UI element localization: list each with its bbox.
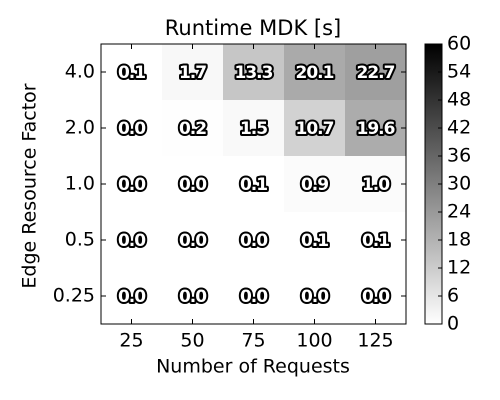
heatmap-cell	[223, 268, 285, 325]
colorbar-tick-label: 6	[447, 285, 459, 307]
cell-label: 0.0	[118, 231, 146, 251]
heatmap-cell	[284, 268, 346, 325]
cell-label: 10.7	[296, 119, 334, 139]
x-tick-label: 50	[180, 330, 204, 352]
cell-label: 0.0	[240, 287, 268, 307]
cell-label: 1.5	[240, 119, 267, 139]
cell-label: 0.1	[362, 231, 389, 251]
heatmap-cell	[101, 44, 163, 101]
heatmap-cell	[223, 156, 285, 213]
cell-label: 19.6	[357, 119, 395, 139]
cell-label: 0.0	[240, 231, 268, 251]
cell-label: 0.0	[362, 287, 390, 307]
heatmap-cell	[284, 156, 346, 213]
cell-label: 0.1	[301, 231, 328, 251]
heatmap-cell	[223, 212, 285, 269]
x-tick-label: 100	[296, 330, 332, 352]
heatmap-cell	[223, 44, 285, 101]
cell-label: 22.7	[357, 63, 395, 83]
heatmap-cell	[345, 44, 407, 101]
colorbar-tick-label: 54	[447, 61, 471, 83]
cell-label: 0.0	[118, 175, 146, 195]
cell-label: 0.0	[301, 287, 329, 307]
y-tick-label: 1.0	[65, 173, 95, 195]
chart-title: Runtime MDK [s]	[165, 16, 341, 40]
heatmap-cell	[345, 156, 407, 213]
colorbar-tick-label: 30	[447, 173, 471, 195]
colorbar-tick-label: 48	[447, 89, 471, 111]
cell-label: 1.7	[179, 63, 206, 83]
heatmap-cell	[284, 100, 346, 157]
y-tick-label: 0.5	[65, 229, 95, 251]
colorbar-tick-label: 42	[447, 117, 471, 139]
heatmap-cell	[101, 268, 163, 325]
cell-label: 1.0	[362, 175, 390, 195]
cell-label: 0.9	[301, 175, 328, 195]
heatmap-cell	[101, 212, 163, 269]
heatmap-cell	[162, 100, 224, 157]
cell-label: 20.1	[296, 63, 334, 83]
heatmap-cell	[345, 212, 407, 269]
heatmap-cell	[101, 100, 163, 157]
cell-label: 0.1	[240, 175, 267, 195]
heatmap-cell	[223, 100, 285, 157]
colorbar-tick-label: 18	[447, 229, 471, 251]
heatmap-cell	[162, 212, 224, 269]
heatmap-cell	[101, 156, 163, 213]
heatmap-cell	[345, 100, 407, 157]
y-tick-label: 2.0	[65, 117, 95, 139]
cell-label: 0.2	[179, 119, 206, 139]
cell-label: 0.0	[118, 287, 146, 307]
heatmap-cell	[284, 44, 346, 101]
x-axis-label: Number of Requests	[156, 356, 350, 378]
cell-label: 13.3	[235, 63, 273, 83]
y-axis-label: Edge Resource Factor	[19, 83, 41, 288]
cell-label: 0.0	[179, 175, 207, 195]
colorbar-tick-label: 36	[447, 145, 471, 167]
y-tick-label: 0.25	[53, 285, 95, 307]
colorbar-tick-label: 12	[447, 257, 471, 279]
heatmap-cell	[162, 268, 224, 325]
heatmap-cell	[162, 156, 224, 213]
colorbar-tick-label: 24	[447, 201, 471, 223]
colorbar-tick-label: 60	[447, 33, 471, 55]
cell-label: 0.1	[118, 63, 145, 83]
cell-label: 0.0	[179, 287, 207, 307]
cell-label: 0.0	[118, 119, 146, 139]
heatmap-cell	[345, 268, 407, 325]
heatmap-cell	[162, 44, 224, 101]
cell-label: 0.0	[179, 231, 207, 251]
heatmap-cell	[284, 212, 346, 269]
x-tick-label: 125	[357, 330, 393, 352]
x-tick-label: 75	[241, 330, 265, 352]
y-tick-label: 4.0	[65, 61, 95, 83]
x-tick-label: 25	[119, 330, 143, 352]
colorbar-tick-label: 0	[447, 313, 459, 335]
